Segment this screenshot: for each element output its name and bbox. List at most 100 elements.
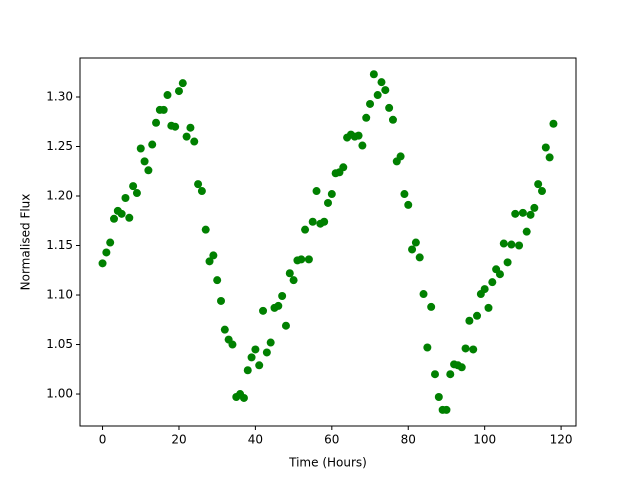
- y-axis-label: Normalised Flux: [19, 194, 33, 291]
- point: [278, 292, 287, 301]
- point: [304, 255, 313, 264]
- point: [518, 208, 527, 217]
- point: [281, 321, 290, 330]
- point: [136, 144, 145, 153]
- y-tick-label: 1.00: [46, 387, 73, 401]
- point: [125, 213, 134, 222]
- point: [320, 217, 329, 226]
- point: [385, 103, 394, 112]
- point: [381, 86, 390, 95]
- y-tick-label: 1.30: [46, 90, 73, 104]
- point: [354, 131, 363, 140]
- point: [110, 214, 119, 223]
- x-tick-label: 20: [171, 433, 186, 447]
- point: [541, 143, 550, 152]
- point: [209, 251, 218, 260]
- point: [415, 253, 424, 262]
- point: [503, 258, 512, 267]
- x-tick-label: 100: [473, 433, 496, 447]
- point: [129, 182, 138, 191]
- y-tick-label: 1.25: [46, 139, 73, 153]
- point: [446, 370, 455, 379]
- point: [98, 259, 107, 268]
- point: [228, 340, 237, 349]
- point: [152, 118, 161, 127]
- y-tick-label: 1.20: [46, 189, 73, 203]
- point: [358, 141, 367, 150]
- point: [117, 209, 126, 218]
- point: [404, 200, 413, 209]
- point: [515, 241, 524, 250]
- plot-frame: [79, 57, 577, 427]
- point: [174, 87, 183, 96]
- point: [178, 79, 187, 88]
- point: [530, 203, 539, 212]
- y-tick-label: 1.15: [46, 238, 73, 252]
- point: [266, 338, 275, 347]
- point: [259, 306, 268, 315]
- point: [102, 248, 111, 257]
- point: [366, 99, 375, 108]
- point: [507, 240, 516, 249]
- point: [121, 193, 130, 202]
- point: [106, 238, 115, 247]
- point: [511, 209, 520, 218]
- point: [534, 180, 543, 189]
- point: [201, 225, 210, 234]
- point: [301, 225, 310, 234]
- point: [255, 361, 264, 370]
- point: [243, 366, 252, 375]
- point: [144, 166, 153, 175]
- point: [186, 123, 195, 132]
- y-tick-label: 1.05: [46, 337, 73, 351]
- point: [148, 140, 157, 149]
- point: [247, 353, 256, 362]
- point: [159, 105, 168, 114]
- point: [465, 316, 474, 325]
- point: [312, 187, 321, 196]
- point: [220, 325, 229, 334]
- point: [442, 405, 451, 414]
- x-tick-label: 120: [550, 433, 573, 447]
- point: [213, 276, 222, 285]
- point: [469, 345, 478, 354]
- point: [327, 190, 336, 199]
- point: [408, 245, 417, 254]
- point: [205, 257, 214, 266]
- point: [369, 70, 378, 79]
- point: [308, 217, 317, 226]
- point: [388, 115, 397, 124]
- point: [419, 290, 428, 299]
- point: [362, 113, 371, 122]
- point: [495, 270, 504, 279]
- point: [190, 137, 199, 146]
- point: [289, 276, 298, 285]
- point: [537, 187, 546, 196]
- point: [373, 91, 382, 100]
- point: [473, 311, 482, 320]
- point: [171, 122, 180, 131]
- x-axis-label: Time (Hours): [288, 456, 367, 470]
- point: [140, 157, 149, 166]
- point: [457, 363, 466, 372]
- point: [434, 392, 443, 401]
- point: [285, 269, 294, 278]
- point: [217, 296, 226, 305]
- point: [377, 78, 386, 87]
- point: [484, 303, 493, 312]
- x-tick-label: 60: [324, 433, 339, 447]
- point: [549, 119, 558, 128]
- point: [197, 187, 206, 196]
- point: [239, 393, 248, 402]
- point: [522, 227, 531, 236]
- point: [182, 132, 191, 141]
- point: [427, 302, 436, 311]
- point: [324, 198, 332, 207]
- point: [194, 180, 203, 189]
- point: [526, 210, 535, 219]
- point: [297, 255, 306, 264]
- point: [274, 301, 283, 310]
- point: [480, 285, 489, 294]
- point: [461, 344, 470, 353]
